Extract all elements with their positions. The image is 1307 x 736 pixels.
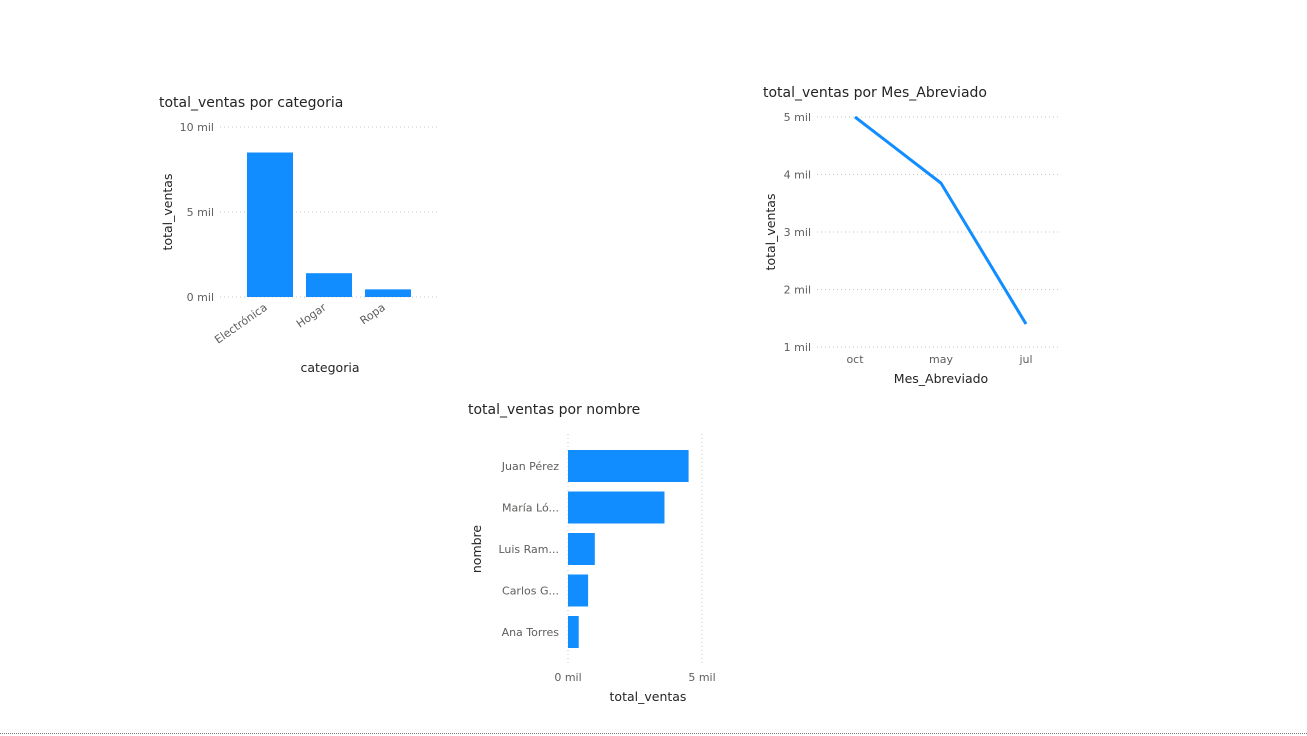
bar [568,533,595,565]
chart-title: total_ventas por nombre [468,402,641,418]
chart-title: total_ventas por Mes_Abreviado [763,85,987,101]
y-tick-label: Luis Ram... [498,543,559,556]
x-tick-label: jul [1018,353,1032,366]
bar [568,616,579,648]
bar-chart-svg: 0 mil 5 mil 10 mil Electrónica Hogar Ropa cate… [160,121,438,375]
y-tick-label: 4 mil [784,169,811,182]
y-axis-title: total_ventas [763,194,778,271]
y-tick-label: Carlos G... [502,585,559,598]
x-axis-title: categoria [301,360,360,375]
y-tick-label: 0 mil [187,291,214,304]
bar [568,450,689,482]
y-axis-title: nombre [469,525,484,574]
y-axis-title: total_ventas [160,174,175,251]
x-tick-label: 0 mil [554,671,581,684]
chart-total-ventas-por-mes[interactable]: total_ventas por Mes_Abreviado 1 mil 2 mi… [755,80,1075,395]
series-line [854,115,1028,325]
line-chart-svg: 1 mil 2 mil 3 mil 4 mil 5 mil oct may jul Mes_Ab… [763,111,1060,386]
x-tick-label: 5 mil [688,671,715,684]
y-tick-label: 10 mil [180,121,214,134]
y-tick-label: 5 mil [187,206,214,219]
y-tick-label: 2 mil [784,284,811,297]
x-tick-label: oct [846,353,864,366]
x-tick-label: Electrónica [212,301,269,347]
bar [568,491,665,524]
x-axis-title: Mes_Abreviado [894,371,988,386]
x-tick-label: Ropa [358,301,388,327]
y-tick-label: 5 mil [784,111,811,124]
chart-title: total_ventas por categoria [159,95,344,111]
bar [306,273,352,297]
chart-total-ventas-por-categoria[interactable]: total_ventas por categoria 0 mil 5 mil 10 … [150,90,460,390]
page-border [0,733,1307,734]
x-axis-title: total_ventas [610,689,687,704]
y-tick-label: María Ló... [502,502,559,515]
y-tick-label: 1 mil [784,341,811,354]
bar [568,574,589,607]
bar [247,152,293,297]
x-tick-label: may [929,353,953,366]
hbar-chart-svg: 0 mil 5 mil Juan Pérez María Ló... Luis Ram.… [469,434,716,704]
x-tick-label: Hogar [294,301,329,331]
chart-total-ventas-por-nombre[interactable]: total_ventas por nombre 0 mil 5 mil Juan P… [460,398,740,710]
y-tick-label: 3 mil [784,226,811,239]
y-tick-label: Ana Torres [502,626,560,639]
y-tick-label: Juan Pérez [501,460,559,473]
bar [365,289,411,297]
